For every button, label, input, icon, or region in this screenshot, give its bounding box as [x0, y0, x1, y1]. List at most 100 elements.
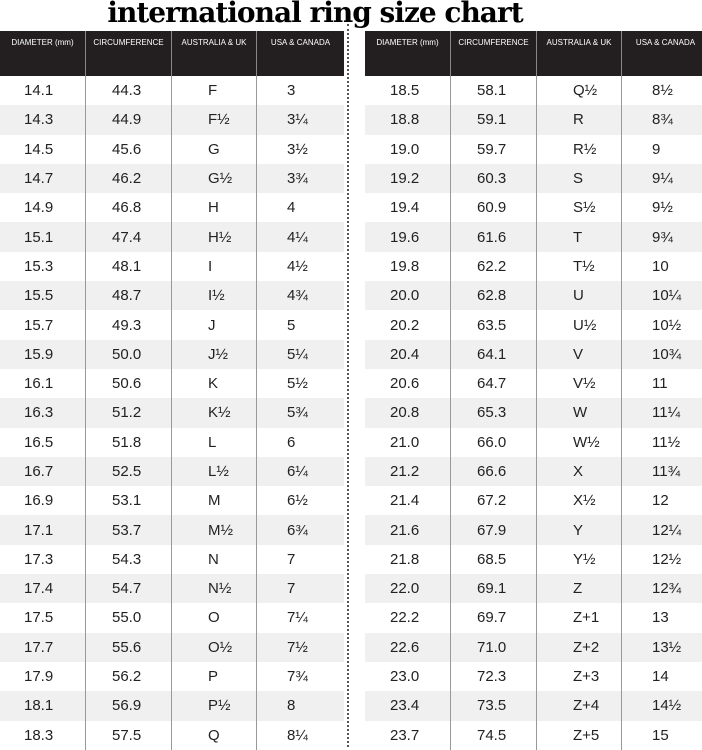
au-uk-size-cell: Z+3 [537, 662, 622, 691]
usa-canada-size-cell: 4¾ [257, 281, 345, 310]
circumference-cell: 58.1 [451, 76, 537, 105]
circumference-cell: 49.3 [86, 310, 172, 339]
circumference-cell: 50.6 [86, 369, 172, 398]
diameter-cell: 21.8 [365, 545, 451, 574]
usa-canada-size-cell: 12 [622, 486, 702, 515]
au-uk-size-cell: V½ [537, 369, 622, 398]
circumference-cell: 68.5 [451, 545, 537, 574]
usa-canada-size-cell: 14½ [622, 691, 702, 720]
circumference-cell: 66.6 [451, 457, 537, 486]
usa-canada-size-cell: 4¼ [257, 222, 345, 251]
usa-canada-size-cell: 7 [257, 545, 345, 574]
circumference-cell: 67.2 [451, 486, 537, 515]
diameter-cell: 21.2 [365, 457, 451, 486]
diameter-cell: 17.1 [0, 515, 86, 544]
usa-canada-size-cell: 12¼ [622, 515, 702, 544]
au-uk-size-cell: M [172, 486, 257, 515]
diameter-cell: 16.1 [0, 369, 86, 398]
column-header: USA & CANADA [622, 31, 702, 76]
usa-canada-size-cell: 3¼ [257, 105, 345, 134]
au-uk-size-cell: R½ [537, 135, 622, 164]
circumference-cell: 74.5 [451, 721, 537, 750]
au-uk-size-cell: O½ [172, 633, 257, 662]
au-uk-size-cell: Z [537, 574, 622, 603]
circumference-cell: 53.1 [86, 486, 172, 515]
column-header: CIRCUMFERENCE [451, 31, 537, 76]
au-uk-size-cell: F½ [172, 105, 257, 134]
usa-canada-size-cell: 12¾ [622, 574, 702, 603]
column-header: AUSTRALIA & UK [537, 31, 622, 76]
circumference-cell: 69.7 [451, 603, 537, 632]
diameter-cell: 22.2 [365, 603, 451, 632]
diameter-cell: 19.0 [365, 135, 451, 164]
circumference-cell: 53.7 [86, 515, 172, 544]
au-uk-size-cell: H [172, 193, 257, 222]
column-header: DIAMETER (mm) [365, 31, 451, 76]
au-uk-size-cell: T [537, 222, 622, 251]
au-uk-size-cell: M½ [172, 515, 257, 544]
au-uk-size-cell: L [172, 428, 257, 457]
circumference-cell: 60.3 [451, 164, 537, 193]
usa-canada-size-cell: 11¼ [622, 398, 702, 427]
au-uk-size-cell: U [537, 281, 622, 310]
diameter-cell: 20.2 [365, 310, 451, 339]
au-uk-size-cell: X½ [537, 486, 622, 515]
diameter-cell: 16.7 [0, 457, 86, 486]
dotted-divider [347, 24, 349, 747]
circumference-cell: 48.7 [86, 281, 172, 310]
au-uk-size-cell: T½ [537, 252, 622, 281]
au-uk-size-cell: Z+2 [537, 633, 622, 662]
diameter-cell: 15.3 [0, 252, 86, 281]
diameter-cell: 19.6 [365, 222, 451, 251]
au-uk-size-cell: I½ [172, 281, 257, 310]
au-uk-size-cell: J½ [172, 340, 257, 369]
diameter-cell: 19.4 [365, 193, 451, 222]
usa-canada-size-cell: 6 [257, 428, 345, 457]
diameter-cell: 14.7 [0, 164, 86, 193]
usa-canada-size-cell: 15 [622, 721, 702, 750]
column-header: USA & CANADA [257, 31, 345, 76]
diameter-cell: 18.3 [0, 721, 86, 750]
usa-canada-size-cell: 8¾ [622, 105, 702, 134]
circumference-cell: 61.6 [451, 222, 537, 251]
diameter-cell: 15.1 [0, 222, 86, 251]
diameter-cell: 17.5 [0, 603, 86, 632]
usa-canada-size-cell: 7 [257, 574, 345, 603]
circumference-cell: 64.7 [451, 369, 537, 398]
diameter-cell: 23.4 [365, 691, 451, 720]
diameter-cell: 23.7 [365, 721, 451, 750]
circumference-cell: 48.1 [86, 252, 172, 281]
circumference-cell: 56.2 [86, 662, 172, 691]
circumference-cell: 55.0 [86, 603, 172, 632]
diameter-cell: 14.3 [0, 105, 86, 134]
au-uk-size-cell: F [172, 76, 257, 105]
diameter-cell: 17.7 [0, 633, 86, 662]
usa-canada-size-cell: 7½ [257, 633, 345, 662]
circumference-cell: 44.3 [86, 76, 172, 105]
circumference-cell: 46.2 [86, 164, 172, 193]
au-uk-size-cell: Z+4 [537, 691, 622, 720]
circumference-cell: 46.8 [86, 193, 172, 222]
au-uk-size-cell: G½ [172, 164, 257, 193]
